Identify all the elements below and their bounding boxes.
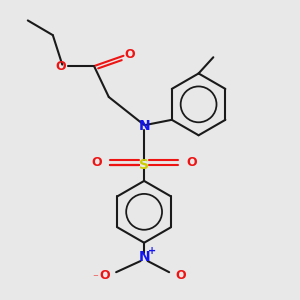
Text: N: N (138, 119, 150, 134)
Text: O: O (99, 268, 110, 282)
Text: O: O (91, 156, 102, 169)
Text: S: S (139, 158, 149, 172)
Text: +: + (148, 246, 156, 256)
Text: O: O (56, 60, 66, 73)
Text: O: O (125, 48, 135, 61)
Text: O: O (187, 156, 197, 169)
Text: O: O (176, 268, 186, 282)
Text: N: N (138, 250, 150, 265)
Text: ⁻: ⁻ (93, 273, 98, 283)
